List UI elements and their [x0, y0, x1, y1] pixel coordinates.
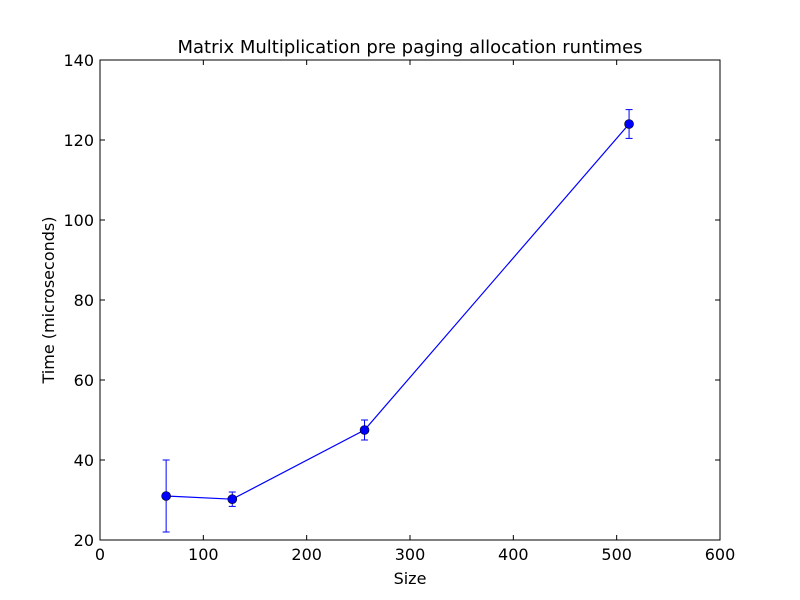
- y-tick-label: 100: [63, 211, 94, 230]
- y-tick-label: 120: [63, 131, 94, 150]
- y-tick-label: 40: [74, 451, 94, 470]
- x-tick-label: 100: [188, 545, 219, 564]
- x-tick-label: 600: [705, 545, 736, 564]
- chart-title: Matrix Multiplication pre paging allocat…: [177, 37, 642, 58]
- x-tick-label: 400: [498, 545, 529, 564]
- data-point: [227, 494, 238, 505]
- data-point: [161, 491, 171, 501]
- x-tick-label: 200: [291, 545, 322, 564]
- y-tick-label: 20: [74, 531, 94, 550]
- y-tick-label: 60: [74, 371, 94, 390]
- x-tick-label: 500: [601, 545, 632, 564]
- x-tick-label: 300: [395, 545, 426, 564]
- y-tick-label: 80: [74, 291, 94, 310]
- x-tick-label: 0: [95, 545, 105, 564]
- plot-frame: [99, 59, 721, 541]
- x-axis-label: Size: [394, 569, 427, 588]
- series-line: [166, 123, 630, 500]
- plot-area: 0 100 200 300 400 500 600 20 40 60 80 100 120 140: [63, 51, 735, 564]
- y-tick-label: 140: [63, 51, 94, 70]
- data-point: [359, 425, 370, 435]
- data-point: [624, 119, 634, 129]
- y-axis-label: Time (microseconds): [39, 217, 58, 385]
